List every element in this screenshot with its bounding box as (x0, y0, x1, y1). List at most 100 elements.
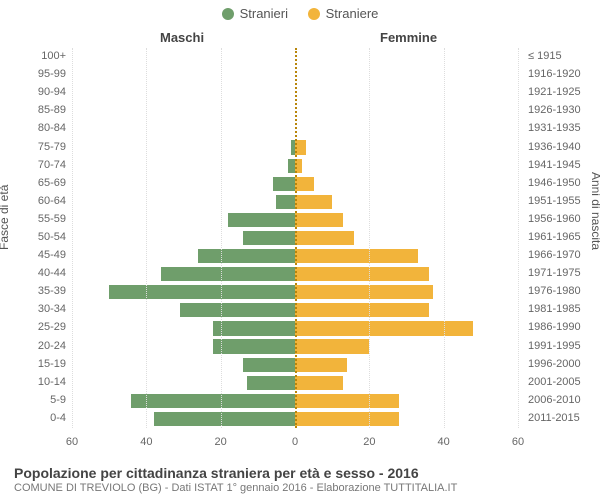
chart-footer: Popolazione per cittadinanza straniera p… (14, 465, 586, 494)
grid-line (444, 48, 445, 428)
y-left-label: 55-59 (16, 213, 66, 225)
bar-male (131, 394, 295, 408)
grid-line (221, 48, 222, 428)
x-tick: 40 (438, 436, 450, 448)
bar-male (247, 376, 295, 390)
y-left-label: 10-14 (16, 376, 66, 388)
y-right-label: 1991-1995 (528, 340, 588, 352)
y-right-label: 2006-2010 (528, 394, 588, 406)
y-right-label: 2001-2005 (528, 376, 588, 388)
y-left-label: 90-94 (16, 86, 66, 98)
bar-female (295, 303, 429, 317)
bar-male (180, 303, 295, 317)
y-left-label: 45-49 (16, 249, 66, 261)
y-right-label: 1956-1960 (528, 213, 588, 225)
bar-female (295, 339, 369, 353)
y-left-label: 65-69 (16, 177, 66, 189)
swatch-female (308, 8, 320, 20)
grid-line (72, 48, 73, 428)
plot-area: 6040200204060 (72, 48, 518, 448)
y-right-label: 1921-1925 (528, 86, 588, 98)
bar-female (295, 394, 399, 408)
bar-male (213, 339, 295, 353)
y-right-label: 1961-1965 (528, 231, 588, 243)
y-left-label: 15-19 (16, 358, 66, 370)
y-left-label: 100+ (16, 50, 66, 62)
y-left-label: 60-64 (16, 195, 66, 207)
legend-item-female: Straniere (308, 6, 379, 21)
y-left-label: 80-84 (16, 122, 66, 134)
y-left-label: 30-34 (16, 303, 66, 315)
grid-line (146, 48, 147, 428)
y-axis-right-title: Anni di nascita (589, 172, 600, 250)
x-tick: 60 (66, 436, 78, 448)
bar-male (276, 195, 295, 209)
y-axis-left-title: Fasce di età (0, 185, 11, 250)
bar-female (295, 285, 433, 299)
y-right-label: 1936-1940 (528, 141, 588, 153)
bar-female (295, 358, 347, 372)
bar-female (295, 213, 343, 227)
y-right-label: 1971-1975 (528, 267, 588, 279)
center-line (295, 48, 297, 428)
x-tick: 0 (292, 436, 298, 448)
header-female: Femmine (380, 30, 437, 45)
y-right-label: 1976-1980 (528, 285, 588, 297)
y-left-label: 35-39 (16, 285, 66, 297)
y-left-label: 0-4 (16, 412, 66, 424)
y-left-label: 40-44 (16, 267, 66, 279)
y-right-label: 1981-1985 (528, 303, 588, 315)
bar-female (295, 231, 354, 245)
bar-male (273, 177, 295, 191)
y-left-label: 95-99 (16, 68, 66, 80)
y-right-label: 1941-1945 (528, 159, 588, 171)
x-tick: 40 (140, 436, 152, 448)
y-left-label: 75-79 (16, 141, 66, 153)
x-tick: 60 (512, 436, 524, 448)
bar-female (295, 376, 343, 390)
y-right-label: 1916-1920 (528, 68, 588, 80)
bar-female (295, 412, 399, 426)
bar-male (243, 358, 295, 372)
bar-male (161, 267, 295, 281)
y-right-label: 1966-1970 (528, 249, 588, 261)
header-male: Maschi (160, 30, 204, 45)
legend-label-male: Stranieri (240, 6, 288, 21)
y-right-label: ≤ 1915 (528, 50, 588, 62)
bar-female (295, 249, 418, 263)
y-left-label: 50-54 (16, 231, 66, 243)
y-left-label: 85-89 (16, 104, 66, 116)
x-tick: 20 (363, 436, 375, 448)
y-right-label: 1986-1990 (528, 321, 588, 333)
y-left-label: 20-24 (16, 340, 66, 352)
x-tick: 20 (215, 436, 227, 448)
grid-line (369, 48, 370, 428)
legend: Stranieri Straniere (0, 6, 600, 23)
bar-female (295, 267, 429, 281)
chart-subtitle: COMUNE DI TREVIOLO (BG) - Dati ISTAT 1° … (14, 482, 586, 494)
y-right-label: 1951-1955 (528, 195, 588, 207)
y-right-label: 1996-2000 (528, 358, 588, 370)
legend-label-female: Straniere (326, 6, 379, 21)
y-left-label: 25-29 (16, 321, 66, 333)
population-pyramid-chart: Stranieri Straniere Maschi Femmine Fasce… (0, 0, 600, 500)
grid-line (518, 48, 519, 428)
bar-male (213, 321, 295, 335)
y-left-label: 5-9 (16, 394, 66, 406)
bar-female (295, 177, 314, 191)
bar-female (295, 195, 332, 209)
legend-item-male: Stranieri (222, 6, 288, 21)
bar-male (154, 412, 295, 426)
swatch-male (222, 8, 234, 20)
y-right-label: 2011-2015 (528, 412, 588, 424)
bar-female (295, 321, 473, 335)
chart-title: Popolazione per cittadinanza straniera p… (14, 465, 586, 481)
y-right-label: 1926-1930 (528, 104, 588, 116)
bar-male (198, 249, 295, 263)
bar-male (228, 213, 295, 227)
bar-male (288, 159, 295, 173)
y-right-label: 1946-1950 (528, 177, 588, 189)
bar-male (109, 285, 295, 299)
y-left-label: 70-74 (16, 159, 66, 171)
bar-male (243, 231, 295, 245)
